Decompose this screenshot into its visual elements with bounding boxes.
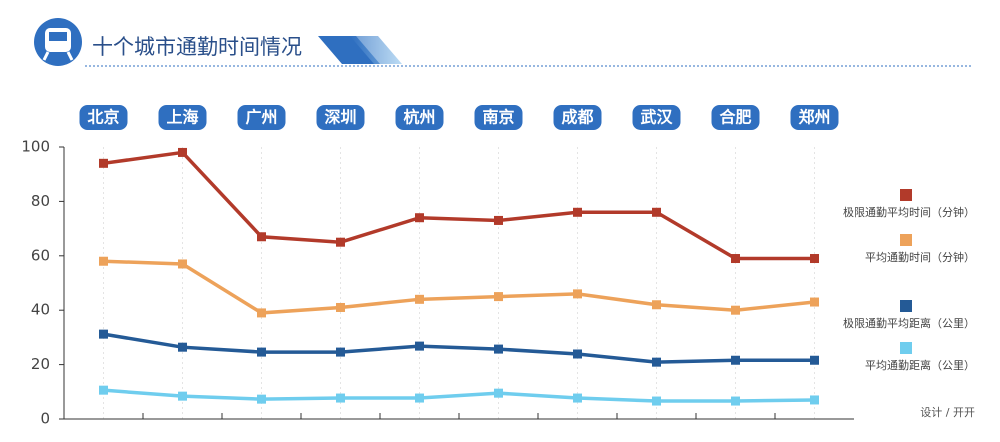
legend-swatch — [900, 342, 912, 354]
train-window — [49, 32, 67, 41]
category-badge — [79, 105, 128, 130]
y-tick-label: 0 — [40, 410, 50, 428]
series-line — [103, 332, 815, 364]
data-point — [731, 254, 740, 264]
legend-label: 极限通勤平均时间（分钟） — [843, 205, 975, 219]
data-point — [415, 294, 424, 304]
data-point — [494, 344, 503, 354]
data-point — [415, 393, 424, 403]
legend-label: 平均通勤距离（公里） — [865, 358, 975, 372]
data-point — [257, 347, 266, 357]
x-tick-label: 上海 — [166, 108, 198, 127]
data-point — [336, 302, 345, 312]
data-point — [178, 147, 187, 157]
category-badge — [790, 105, 839, 130]
x-tick-label: 广州 — [245, 108, 277, 127]
series-line — [103, 259, 815, 315]
data-point — [99, 385, 108, 395]
data-point — [257, 394, 266, 404]
x-tick-label: 北京 — [87, 108, 119, 127]
data-point — [731, 355, 740, 365]
data-point — [99, 329, 108, 339]
data-point — [652, 396, 661, 406]
data-point — [652, 300, 661, 310]
title-deco — [350, 36, 402, 64]
data-point — [257, 308, 266, 318]
legend-swatch — [900, 234, 912, 246]
category-badge — [632, 105, 681, 130]
data-point — [573, 393, 582, 403]
data-point — [810, 355, 819, 365]
train-leg — [42, 51, 50, 61]
data-point — [336, 347, 345, 357]
y-tick-label: 80 — [31, 192, 50, 210]
data-point — [178, 342, 187, 352]
data-point — [415, 213, 424, 223]
data-point — [573, 289, 582, 299]
x-tick-label: 南京 — [482, 108, 514, 127]
data-point — [415, 341, 424, 351]
data-point — [652, 357, 661, 367]
data-point — [494, 388, 503, 398]
data-point — [99, 256, 108, 266]
category-badge — [316, 105, 365, 130]
legend-label: 平均通勤时间（分钟） — [865, 250, 975, 264]
y-tick-label: 100 — [21, 138, 50, 156]
x-tick-label: 郑州 — [798, 108, 830, 127]
data-point — [810, 297, 819, 307]
category-badge — [395, 105, 444, 130]
series-line — [103, 388, 815, 403]
data-point — [178, 391, 187, 401]
data-point — [336, 393, 345, 403]
legend-swatch — [900, 189, 912, 201]
category-badge — [237, 105, 286, 130]
data-point — [810, 395, 819, 405]
data-point — [573, 349, 582, 359]
data-point — [494, 215, 503, 225]
data-point — [494, 292, 503, 302]
x-tick-label: 深圳 — [324, 108, 356, 127]
x-tick-label: 成都 — [561, 108, 593, 127]
train-leg — [66, 51, 74, 61]
legend-label: 极限通勤平均距离（公里） — [843, 316, 975, 330]
data-point — [336, 237, 345, 247]
x-tick-label: 武汉 — [640, 108, 673, 127]
credit: 设计 / 开开 — [920, 406, 975, 419]
data-point — [573, 207, 582, 217]
data-point — [257, 232, 266, 242]
legend-swatch — [900, 300, 912, 312]
category-badge — [553, 105, 602, 130]
data-point — [99, 158, 108, 168]
title-deco — [318, 36, 380, 64]
chart-title: 十个城市通勤时间情况 — [92, 35, 302, 59]
x-tick-label: 杭州 — [403, 108, 435, 127]
category-badge — [474, 105, 523, 130]
series-line — [103, 150, 815, 261]
category-badge — [158, 105, 207, 130]
category-badge — [711, 105, 760, 130]
y-tick-label: 20 — [31, 355, 50, 373]
data-point — [731, 305, 740, 315]
data-point — [652, 207, 661, 217]
x-tick-label: 合肥 — [719, 108, 751, 127]
y-tick-label: 60 — [31, 246, 50, 264]
data-point — [178, 259, 187, 269]
y-tick-label: 40 — [31, 301, 50, 319]
data-point — [810, 254, 819, 264]
data-point — [731, 396, 740, 406]
